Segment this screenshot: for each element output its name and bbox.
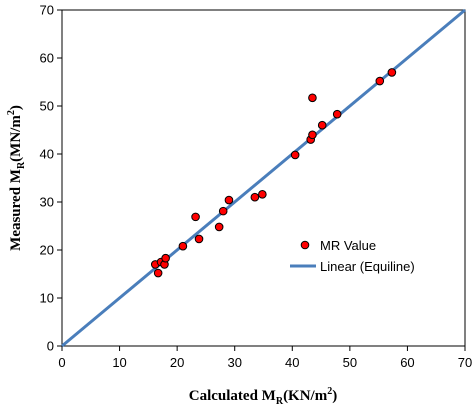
y-tick-label: 10 (40, 291, 54, 306)
y-tick-label: 60 (40, 51, 54, 66)
data-point (194, 234, 204, 244)
y-tick-label: 20 (40, 243, 54, 258)
data-point (224, 195, 234, 205)
y-tick-label: 0 (47, 339, 54, 354)
y-tick-label: 50 (40, 99, 54, 114)
data-point (214, 222, 224, 232)
legend-marker-mr-value (300, 240, 310, 250)
data-point (317, 120, 327, 130)
data-point (161, 253, 170, 263)
x-tick-label: 20 (170, 355, 184, 370)
data-point (153, 268, 163, 278)
mr-value-series (150, 68, 397, 278)
data-point (308, 130, 317, 140)
legend: MR Value Linear (Equiline) (290, 238, 415, 274)
data-point (332, 109, 342, 119)
y-tick-label: 30 (40, 195, 54, 210)
legend-label-mr-value: MR Value (320, 238, 376, 253)
x-axis: 0 10 20 30 40 50 60 70 (58, 346, 472, 370)
data-point (387, 68, 397, 77)
data-point (191, 212, 200, 222)
x-tick-label: 50 (343, 355, 357, 370)
data-point (250, 192, 260, 202)
data-point (375, 76, 385, 86)
y-axis-title: Measured MR(MN/m2) (6, 105, 27, 251)
legend-label-equiline: Linear (Equiline) (320, 259, 415, 274)
x-tick-label: 30 (227, 355, 241, 370)
data-point (308, 93, 317, 103)
y-axis: 0 10 20 30 40 50 60 70 (40, 3, 62, 354)
data-point (290, 150, 300, 160)
equiline-series (61, 8, 466, 348)
y-tick-label: 70 (40, 3, 54, 18)
data-point (258, 190, 267, 199)
x-tick-label: 60 (400, 355, 414, 370)
x-tick-label: 10 (112, 355, 126, 370)
data-point (178, 241, 188, 251)
y-tick-label: 40 (40, 147, 54, 162)
x-tick-label: 40 (285, 355, 299, 370)
x-tick-label: 70 (458, 355, 472, 370)
x-axis-title: Calculated MR(KN/m2) (189, 386, 337, 407)
data-point (218, 206, 228, 216)
x-tick-label: 0 (58, 355, 65, 370)
